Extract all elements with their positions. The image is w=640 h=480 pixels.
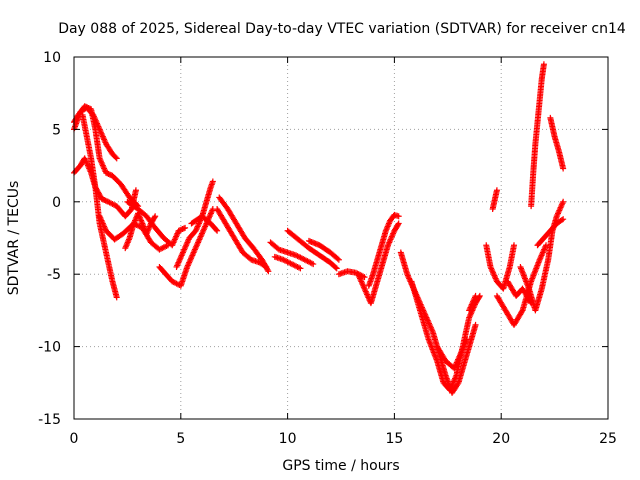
series-arc-23 bbox=[466, 292, 479, 314]
data-point bbox=[493, 187, 500, 194]
data-point bbox=[182, 224, 189, 231]
data-point bbox=[472, 321, 479, 328]
series-arc-31 bbox=[547, 114, 567, 172]
x-tick-label: 15 bbox=[385, 431, 403, 447]
series-arc-15 bbox=[284, 227, 340, 272]
data-point bbox=[454, 381, 461, 388]
x-tick-label: 25 bbox=[599, 431, 617, 447]
y-tick-labels: -15 -10 -5 0 5 10 bbox=[38, 50, 61, 428]
data-point bbox=[265, 268, 272, 275]
x-axis-label: GPS time / hours bbox=[282, 458, 399, 474]
y-axis-label: SDTVAR / TECUs bbox=[6, 181, 22, 296]
y-tick-label: 10 bbox=[43, 50, 61, 66]
data-point bbox=[333, 265, 340, 272]
y-tick-label: 5 bbox=[52, 122, 61, 138]
series-arc-29 bbox=[534, 216, 567, 249]
series-arc-12 bbox=[214, 206, 270, 270]
data-point bbox=[297, 265, 304, 272]
series-arc-13 bbox=[267, 239, 317, 268]
series-arc-24 bbox=[489, 187, 500, 213]
data-point bbox=[560, 198, 567, 205]
data-point bbox=[335, 256, 342, 263]
series-arc-2 bbox=[71, 103, 142, 210]
data-point bbox=[113, 155, 120, 162]
series-arc-22 bbox=[434, 336, 471, 372]
data-point bbox=[264, 267, 271, 274]
series-arc-7 bbox=[122, 210, 159, 252]
axis-ticks bbox=[73, 56, 609, 420]
y-tick-label: 0 bbox=[52, 195, 61, 211]
data-point bbox=[395, 220, 402, 227]
x-tick-labels: 0 5 10 15 20 25 bbox=[70, 431, 617, 447]
data-points bbox=[71, 61, 567, 396]
data-point bbox=[472, 292, 479, 299]
data-point bbox=[113, 294, 120, 301]
data-point bbox=[558, 217, 565, 224]
data-point bbox=[540, 61, 547, 68]
series-arc-16 bbox=[305, 237, 342, 263]
data-point bbox=[518, 308, 525, 315]
data-point bbox=[543, 242, 550, 249]
y-tick-label: -5 bbox=[47, 267, 61, 283]
plot-frame bbox=[73, 56, 609, 420]
data-point bbox=[263, 263, 270, 270]
data-point bbox=[132, 187, 139, 194]
series-arc-19 bbox=[365, 211, 402, 289]
data-point bbox=[511, 242, 518, 249]
series-arc-14 bbox=[271, 253, 304, 272]
x-tick-label: 20 bbox=[492, 431, 510, 447]
series-arc-11 bbox=[216, 194, 272, 275]
series-arc-30 bbox=[528, 61, 547, 210]
data-point bbox=[151, 214, 158, 221]
data-point bbox=[214, 227, 221, 234]
data-point bbox=[152, 213, 159, 220]
data-point bbox=[261, 263, 268, 270]
data-point bbox=[560, 165, 567, 172]
data-point bbox=[209, 178, 216, 185]
data-point bbox=[361, 274, 368, 281]
data-point bbox=[560, 216, 567, 223]
data-point bbox=[112, 154, 119, 161]
chart-title: Day 088 of 2025, Sidereal Day-to-day VTE… bbox=[58, 21, 626, 37]
series-arc-10 bbox=[188, 213, 221, 234]
y-tick-label: -10 bbox=[38, 340, 61, 356]
data-point bbox=[334, 255, 341, 262]
x-tick-label: 5 bbox=[176, 431, 185, 447]
grid-lines bbox=[74, 57, 608, 419]
data-point bbox=[464, 336, 471, 343]
data-point bbox=[394, 221, 401, 228]
data-point bbox=[213, 226, 220, 233]
x-tick-label: 10 bbox=[279, 431, 297, 447]
data-point bbox=[310, 261, 317, 268]
y-tick-label: -15 bbox=[38, 412, 61, 428]
data-point bbox=[395, 213, 402, 220]
x-tick-label: 0 bbox=[70, 431, 79, 447]
series-arc-3 bbox=[71, 155, 139, 220]
data-point bbox=[332, 264, 339, 271]
series-arc-18 bbox=[355, 220, 402, 307]
series-arc-25 bbox=[483, 242, 518, 292]
